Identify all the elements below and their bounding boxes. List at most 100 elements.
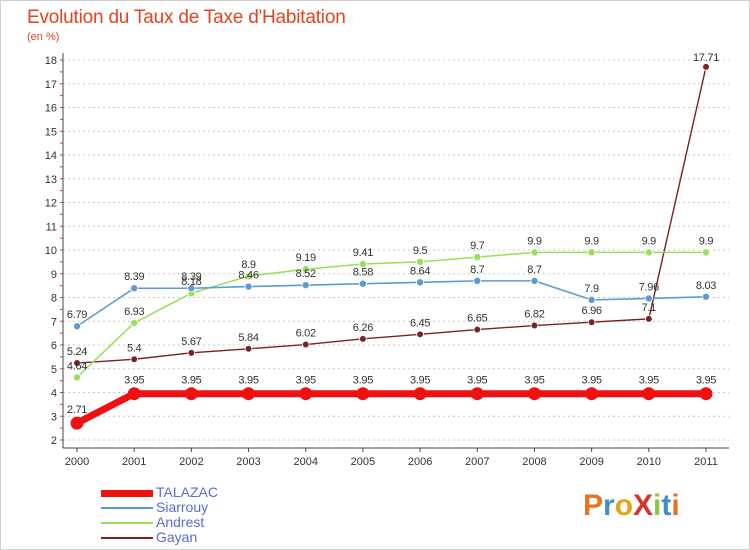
x-tick-label: 2004 (293, 456, 317, 468)
logo-letter: i (653, 489, 662, 522)
data-label: 8.03 (696, 280, 716, 292)
data-point (301, 265, 310, 274)
data-label: 6.82 (524, 309, 544, 321)
data-point (70, 416, 84, 430)
data-label: 5.24 (67, 346, 87, 358)
data-label: 3.95 (181, 375, 201, 387)
data-point (470, 387, 484, 401)
data-label: 5.84 (238, 332, 258, 344)
legend-swatch (101, 537, 153, 539)
data-point (73, 373, 82, 382)
x-tick-label: 2005 (351, 456, 375, 468)
data-point (642, 387, 656, 401)
data-label: 8.52 (296, 268, 316, 280)
data-point (130, 355, 138, 364)
legend-label: TALAZAC (156, 484, 218, 500)
data-point (699, 387, 713, 401)
x-tick-label: 2008 (522, 456, 546, 468)
data-label: 7.96 (639, 281, 659, 293)
data-point (301, 281, 310, 290)
data-label: 8.39 (181, 271, 201, 283)
y-tick-label: 2 (51, 435, 57, 447)
data-point (416, 330, 424, 339)
data-point (527, 387, 541, 401)
data-label: 6.65 (467, 313, 487, 325)
legend-label: Gayan (156, 529, 198, 545)
data-point (702, 292, 711, 301)
data-point (702, 63, 710, 71)
data-point (187, 349, 196, 357)
chart-title: Evolution du Taux de Taxe d'Habitation (27, 7, 346, 28)
y-tick-label: 12 (45, 198, 57, 210)
x-tick-label: 2003 (236, 456, 260, 468)
data-label: 9.5 (413, 245, 428, 257)
data-label-layer: 2.71 3.95 3.95 3.95 3.95 3.95 3.95 3.95 3.95 3.95… (67, 52, 720, 416)
logo-letter: i (671, 489, 680, 522)
series-layer (70, 63, 713, 430)
logo-letter: o (614, 489, 634, 522)
y-tick-label: 4 (51, 388, 57, 400)
y-tick-label: 16 (45, 103, 57, 115)
data-label: 9.9 (584, 235, 599, 247)
data-point (184, 387, 198, 401)
y-tick-label: 6 (51, 340, 57, 352)
series-line (76, 66, 707, 364)
data-point (587, 318, 596, 327)
legend-label: Andrest (156, 514, 205, 530)
x-tick-label: 2010 (637, 456, 661, 468)
data-point (358, 260, 367, 269)
data-point (73, 322, 82, 331)
y-tick-label: 15 (45, 126, 57, 138)
data-point (644, 248, 653, 257)
y-tick-label: 7 (51, 316, 57, 328)
data-point (587, 248, 596, 257)
data-point (530, 321, 539, 330)
data-point (702, 248, 711, 257)
series-line (73, 390, 710, 427)
logo-letter: P (583, 489, 604, 522)
data-label: 3.95 (296, 375, 316, 387)
logo-letter: t (661, 489, 672, 522)
data-label: 8.9 (241, 259, 256, 271)
data-label: 6.02 (296, 328, 316, 340)
data-point (358, 279, 367, 288)
data-label: 9.41 (353, 247, 373, 259)
series-gayan (73, 63, 710, 367)
x-tick-label: 2000 (65, 456, 89, 468)
legend-swatch (101, 489, 153, 497)
data-label: 9.9 (642, 235, 657, 247)
data-label: 2.71 (67, 404, 87, 416)
data-point (644, 294, 653, 303)
x-tick-label: 2006 (408, 456, 432, 468)
data-label: 7.1 (642, 302, 657, 314)
data-point (242, 387, 256, 401)
data-label: 3.95 (353, 375, 373, 387)
data-label: 6.93 (124, 306, 144, 318)
x-tick-label: 2011 (694, 456, 718, 468)
y-tick-label: 17 (45, 79, 57, 91)
data-label: 8.7 (470, 264, 485, 276)
data-label: 9.9 (527, 235, 542, 247)
data-label: 8.46 (238, 270, 258, 282)
proxiti-logo: ProXiti (583, 489, 680, 523)
series-line (76, 280, 707, 328)
data-label: 6.45 (410, 317, 430, 329)
data-label: 3.95 (639, 375, 659, 387)
data-label: 6.79 (67, 309, 87, 321)
y-tick-label: 11 (46, 221, 57, 233)
data-label: 8.39 (124, 271, 144, 283)
data-point (473, 253, 482, 262)
legend-label: Siarrouy (156, 499, 209, 515)
axis-layer: 2 3 4 5 6 7 8 9 10 11 12 13 14 15 16 17 18 2000 2001 2002 20… (45, 53, 729, 468)
data-label: 8.64 (410, 265, 430, 277)
data-label: 3.95 (467, 375, 487, 387)
y-tick-label: 5 (51, 364, 57, 376)
data-label: 3.95 (124, 375, 144, 387)
logo-letter: r (603, 489, 615, 522)
data-point (187, 284, 196, 293)
y-tick-label: 13 (45, 174, 57, 186)
data-label: 9.7 (470, 240, 485, 252)
grid-layer (63, 59, 729, 441)
data-point (244, 344, 253, 353)
